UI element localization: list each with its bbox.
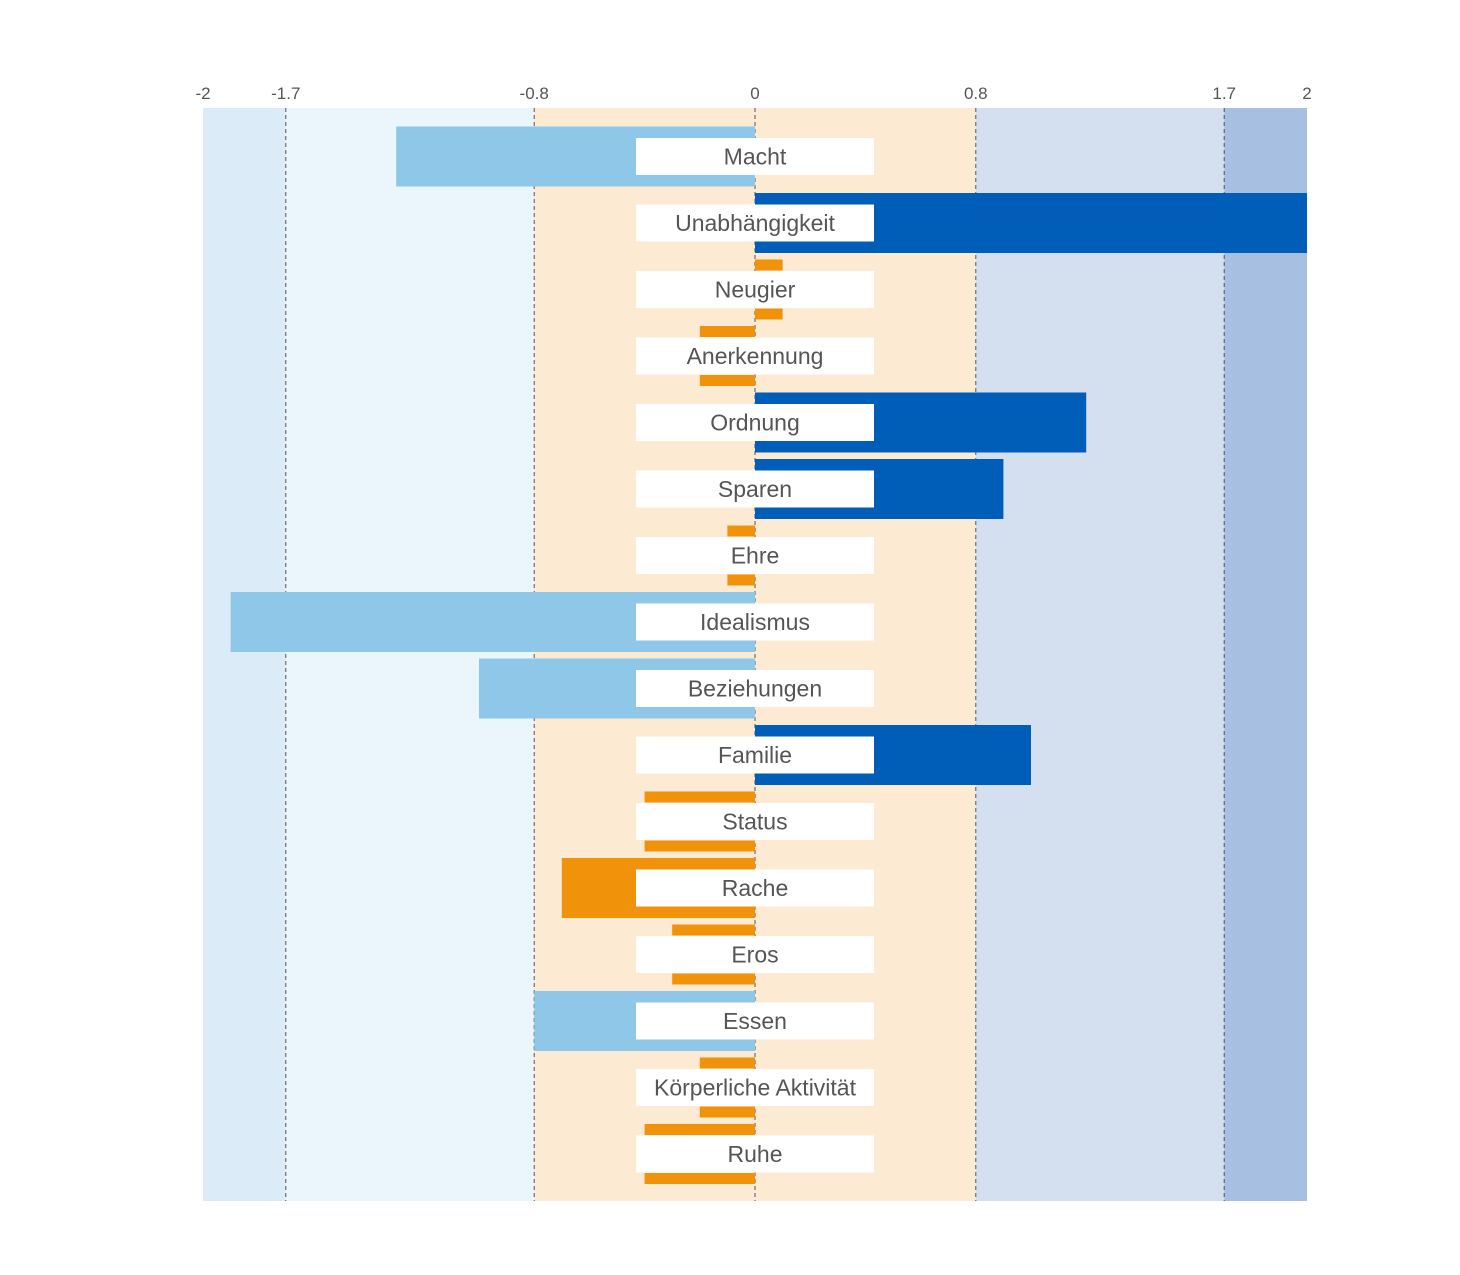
category-label: Sparen [718, 476, 792, 502]
category-label: Rache [722, 875, 788, 901]
category-label: Unabhängigkeit [675, 210, 835, 236]
category-label-box [636, 404, 874, 441]
category-label: Ordnung [710, 410, 800, 436]
tick-label: -1.7 [271, 84, 300, 103]
category-label: Familie [718, 742, 792, 768]
tick-labels: -2 -1.7 -0.8 0 0.8 1.7 2 [195, 84, 1311, 103]
band-4 [1224, 108, 1307, 1201]
category-label: Beziehungen [688, 676, 822, 702]
category-label: Status [722, 809, 787, 835]
tick-label: 1.7 [1212, 84, 1236, 103]
bar-top [672, 924, 755, 936]
category-label-box [636, 869, 874, 907]
tick-label: 0 [750, 84, 759, 103]
category-label: Eros [731, 942, 778, 968]
category-label-box [636, 1002, 874, 1040]
band-3 [975, 108, 1225, 1201]
category-label-box [636, 936, 874, 973]
bar-bottom [699, 375, 755, 386]
category-label-box [636, 803, 874, 840]
tick-label: 0.8 [964, 84, 988, 103]
bar-bottom [644, 840, 755, 852]
bar-bottom [672, 973, 755, 985]
category-labels: Macht Unabhängigkeit Neugier Anerkennung Ord… [636, 138, 874, 1173]
category-label: Körperliche Aktivität [654, 1075, 857, 1101]
bar-top [727, 525, 755, 537]
bar-top [699, 1057, 755, 1069]
bars [230, 126, 1307, 1184]
category-label-box [636, 736, 874, 774]
category-label-box [636, 537, 874, 574]
bar-bottom [699, 1106, 755, 1118]
category-label: Ehre [731, 543, 780, 569]
category-label-box [636, 337, 874, 375]
category-label: Ruhe [728, 1141, 783, 1167]
category-label: Idealismus [700, 609, 810, 635]
bar-top [644, 791, 755, 803]
tick-label: -0.8 [520, 84, 549, 103]
category-label-box [636, 1069, 874, 1106]
bar-bottom [644, 1173, 755, 1184]
category-label: Anerkennung [687, 343, 824, 369]
tick-label: -2 [195, 84, 210, 103]
background-bands [203, 108, 1307, 1201]
band-0 [203, 108, 286, 1201]
bar-bottom [727, 574, 755, 586]
bar-bottom [755, 308, 783, 320]
category-label-box [636, 603, 874, 641]
category-label-box [636, 470, 874, 508]
category-label-box [636, 204, 874, 242]
category-label-box [636, 670, 874, 707]
category-label-box [636, 1135, 874, 1173]
category-label: Essen [723, 1008, 787, 1034]
bar-top [699, 326, 755, 337]
category-label-box [636, 138, 874, 175]
category-label-box [636, 271, 874, 308]
band-1 [285, 108, 535, 1201]
category-label: Macht [724, 144, 787, 170]
bar-top [755, 259, 783, 271]
tick-label: 2 [1302, 84, 1311, 103]
category-label: Neugier [715, 277, 796, 303]
bar-top [644, 1124, 755, 1135]
